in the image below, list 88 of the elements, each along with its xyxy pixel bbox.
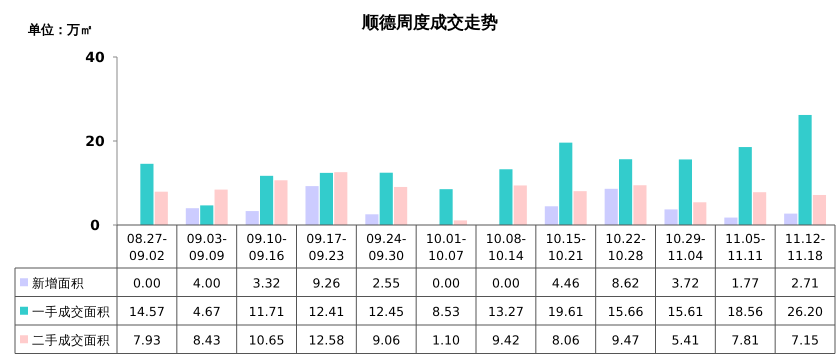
data-label: 10.65 <box>248 332 284 348</box>
data-label: 12.58 <box>308 332 344 348</box>
data-label: 4.67 <box>192 304 221 319</box>
bar <box>664 209 678 225</box>
data-label: 8.53 <box>432 304 460 319</box>
data-label: 3.32 <box>252 275 281 290</box>
x-tick-label: 11.05-11.11 <box>725 231 766 263</box>
y-tick-label: 20 <box>85 134 105 150</box>
legend-label: 新增面积 <box>32 275 84 290</box>
data-label: 15.66 <box>608 304 644 319</box>
bar <box>440 189 453 225</box>
bar <box>380 172 393 225</box>
bar <box>246 211 259 225</box>
y-tick-label: 0 <box>90 218 100 234</box>
bar <box>693 202 706 225</box>
data-label: 9.06 <box>372 332 400 348</box>
bar <box>544 206 558 225</box>
data-label: 2.71 <box>791 275 820 290</box>
data-label: 1.10 <box>432 332 460 348</box>
data-label: 0.00 <box>132 275 161 290</box>
data-label: 26.20 <box>787 304 824 319</box>
bar <box>274 180 288 225</box>
data-label: 4.46 <box>552 275 580 290</box>
bar <box>154 192 168 225</box>
bar <box>365 214 378 225</box>
bar <box>260 176 274 225</box>
data-label: 0.00 <box>492 275 520 290</box>
data-label: 5.41 <box>671 332 700 348</box>
x-tick-label: 09.24-09.30 <box>366 231 406 263</box>
chart-title: 顺德周度成交走势 <box>361 13 498 33</box>
bar <box>812 194 826 225</box>
bar <box>305 186 319 225</box>
bar <box>559 142 572 225</box>
data-label: 12.41 <box>308 304 344 319</box>
data-label: 7.81 <box>731 332 760 348</box>
x-tick-label: 11.12-11.18 <box>784 231 826 263</box>
x-tick-label: 10.15-10.21 <box>546 231 586 263</box>
bar <box>753 192 766 225</box>
bar <box>619 159 632 225</box>
bar <box>798 114 812 225</box>
x-tick-label: 10.22-10.28 <box>605 231 646 263</box>
bar <box>186 208 199 225</box>
data-label: 8.06 <box>552 332 580 348</box>
bar <box>320 172 333 225</box>
x-tick-label: 10.29-11.04 <box>665 231 706 263</box>
bar <box>604 188 618 225</box>
bar <box>214 190 228 225</box>
bar <box>140 164 154 225</box>
data-label: 8.43 <box>192 332 221 348</box>
bar <box>200 205 214 225</box>
data-label: 7.93 <box>132 332 161 348</box>
data-label: 11.71 <box>248 304 284 319</box>
data-label: 9.47 <box>612 332 640 348</box>
x-tick-label: 09.17-09.23 <box>306 231 347 263</box>
x-tick-label: 09.10-09.16 <box>246 231 287 263</box>
bar <box>499 169 512 225</box>
bar <box>514 185 527 225</box>
data-label: 0.00 <box>432 275 460 290</box>
x-tick-label: 08.27-09.02 <box>126 231 168 263</box>
bar <box>394 186 408 225</box>
x-tick-label: 10.01-10.07 <box>426 231 466 263</box>
bar <box>724 218 738 225</box>
bar <box>633 185 647 225</box>
legend-label: 二手成交面积 <box>32 332 110 348</box>
data-label: 1.77 <box>731 275 760 290</box>
data-label: 14.57 <box>129 304 165 319</box>
legend-label: 一手成交面积 <box>32 304 110 319</box>
data-label: 18.56 <box>727 304 764 319</box>
data-label: 8.62 <box>612 275 640 290</box>
data-label: 13.27 <box>488 304 524 319</box>
data-label: 3.72 <box>671 275 700 290</box>
data-label: 4.00 <box>192 275 221 290</box>
bar <box>678 159 692 225</box>
y-tick-label: 40 <box>85 50 105 66</box>
text: 单位：万㎡ <box>27 22 93 38</box>
x-tick-label: 10.08-10.14 <box>486 231 526 263</box>
bar <box>574 191 587 225</box>
bar <box>784 214 798 225</box>
data-label: 7.15 <box>791 332 820 348</box>
bar <box>334 172 348 225</box>
data-label: 9.26 <box>312 275 340 290</box>
bar <box>738 147 752 225</box>
x-tick-label: 09.03-09.09 <box>186 231 227 263</box>
data-label: 9.42 <box>492 332 520 348</box>
data-label: 2.55 <box>372 275 400 290</box>
data-label: 12.45 <box>368 304 404 319</box>
data-label: 15.61 <box>668 304 704 319</box>
data-label: 19.61 <box>548 304 584 319</box>
